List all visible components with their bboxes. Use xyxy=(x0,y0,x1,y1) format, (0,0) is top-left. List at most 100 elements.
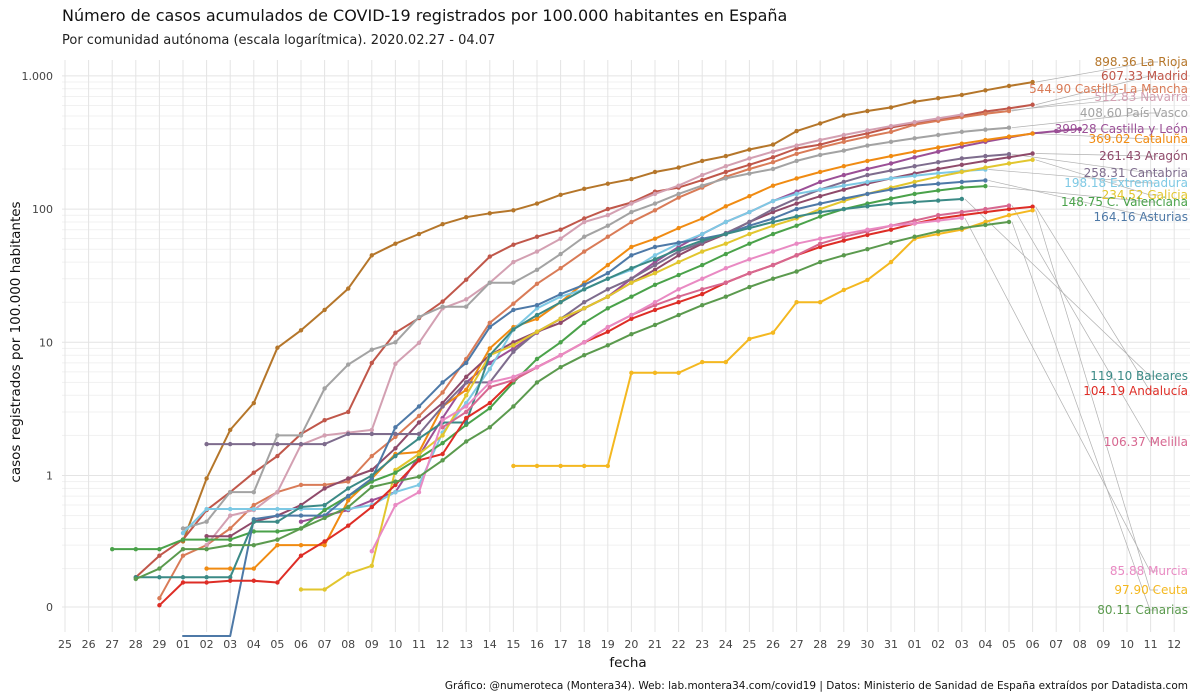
data-point xyxy=(346,431,351,437)
data-point xyxy=(747,166,752,172)
data-point xyxy=(818,145,823,150)
data-point xyxy=(464,380,469,385)
label-leader xyxy=(1035,133,1158,140)
data-point xyxy=(251,529,256,534)
x-tick-label: 27 xyxy=(790,638,804,651)
data-point xyxy=(959,185,964,190)
data-point xyxy=(346,476,351,481)
data-point xyxy=(983,165,988,170)
data-point xyxy=(1030,131,1035,136)
x-tick-label: 07 xyxy=(318,638,332,651)
data-point xyxy=(629,276,634,281)
data-point xyxy=(983,153,988,159)
data-point xyxy=(346,523,351,528)
data-point xyxy=(228,566,233,571)
label-leader xyxy=(1035,61,1158,83)
data-point xyxy=(629,316,634,322)
data-point xyxy=(204,441,209,447)
data-point xyxy=(1006,152,1012,157)
x-tick-label: 03 xyxy=(223,638,237,651)
data-point xyxy=(723,359,728,365)
data-point xyxy=(298,328,304,333)
data-point xyxy=(133,546,138,552)
data-point xyxy=(865,108,870,114)
y-tick-label: 100 xyxy=(32,203,53,216)
data-point xyxy=(393,446,398,451)
data-point xyxy=(582,234,587,239)
x-tick-label: 02 xyxy=(200,638,214,651)
data-point xyxy=(534,201,540,206)
data-point xyxy=(629,176,634,182)
data-point xyxy=(558,316,563,322)
data-point xyxy=(534,302,540,308)
data-point xyxy=(983,111,988,116)
data-point xyxy=(534,365,540,370)
data-point xyxy=(652,271,658,276)
data-point xyxy=(794,269,799,274)
data-point xyxy=(676,287,681,292)
x-tick-label: 29 xyxy=(152,638,166,651)
data-point xyxy=(582,287,587,292)
data-point xyxy=(723,169,728,175)
data-point xyxy=(936,229,941,234)
data-point xyxy=(251,542,256,548)
data-point xyxy=(275,519,280,524)
data-point xyxy=(275,529,280,534)
data-point xyxy=(936,132,941,138)
data-point xyxy=(369,360,374,366)
data-point xyxy=(888,123,894,129)
data-point xyxy=(841,187,846,192)
data-point xyxy=(865,134,870,139)
data-point xyxy=(888,201,894,206)
data-point xyxy=(393,340,398,345)
data-point xyxy=(416,474,422,479)
data-point xyxy=(888,153,894,159)
data-point xyxy=(888,176,894,181)
data-point xyxy=(747,193,752,199)
data-point xyxy=(322,502,327,508)
data-point xyxy=(770,183,776,188)
data-point xyxy=(652,322,658,328)
data-point xyxy=(228,427,233,433)
series-end-label: 198.18 Extremadura xyxy=(1064,176,1188,190)
data-point xyxy=(605,343,610,348)
data-point xyxy=(1006,125,1012,130)
data-point xyxy=(251,502,256,508)
data-point xyxy=(511,259,516,265)
data-point xyxy=(747,162,752,168)
data-point xyxy=(298,587,304,592)
data-point xyxy=(865,246,870,252)
data-point xyxy=(1030,151,1035,156)
data-point xyxy=(676,312,681,318)
label-leader xyxy=(1011,153,1158,174)
data-point xyxy=(534,234,540,239)
data-point xyxy=(582,340,587,345)
data-point xyxy=(346,504,351,510)
data-point xyxy=(204,534,209,539)
chart-caption: Gráfico: @numeroteca (Montera34). Web: l… xyxy=(445,680,1188,692)
data-point xyxy=(652,169,658,175)
data-point xyxy=(959,162,964,168)
data-point xyxy=(912,136,917,141)
data-point xyxy=(464,393,469,398)
data-point xyxy=(605,329,610,334)
data-point xyxy=(888,196,894,201)
data-point xyxy=(676,259,681,265)
data-point xyxy=(251,506,256,512)
data-point xyxy=(157,603,162,608)
data-point xyxy=(747,271,752,276)
data-point xyxy=(865,204,870,209)
data-point xyxy=(322,386,327,391)
data-point xyxy=(841,136,846,141)
data-point xyxy=(652,201,658,206)
data-point xyxy=(818,241,823,246)
data-point xyxy=(534,267,540,273)
data-point xyxy=(440,299,445,304)
data-point xyxy=(794,201,799,206)
label-leader xyxy=(1011,221,1158,611)
data-point xyxy=(936,212,941,218)
data-point xyxy=(322,307,327,313)
data-point xyxy=(228,489,233,495)
data-point xyxy=(204,537,209,542)
data-point xyxy=(605,271,610,276)
